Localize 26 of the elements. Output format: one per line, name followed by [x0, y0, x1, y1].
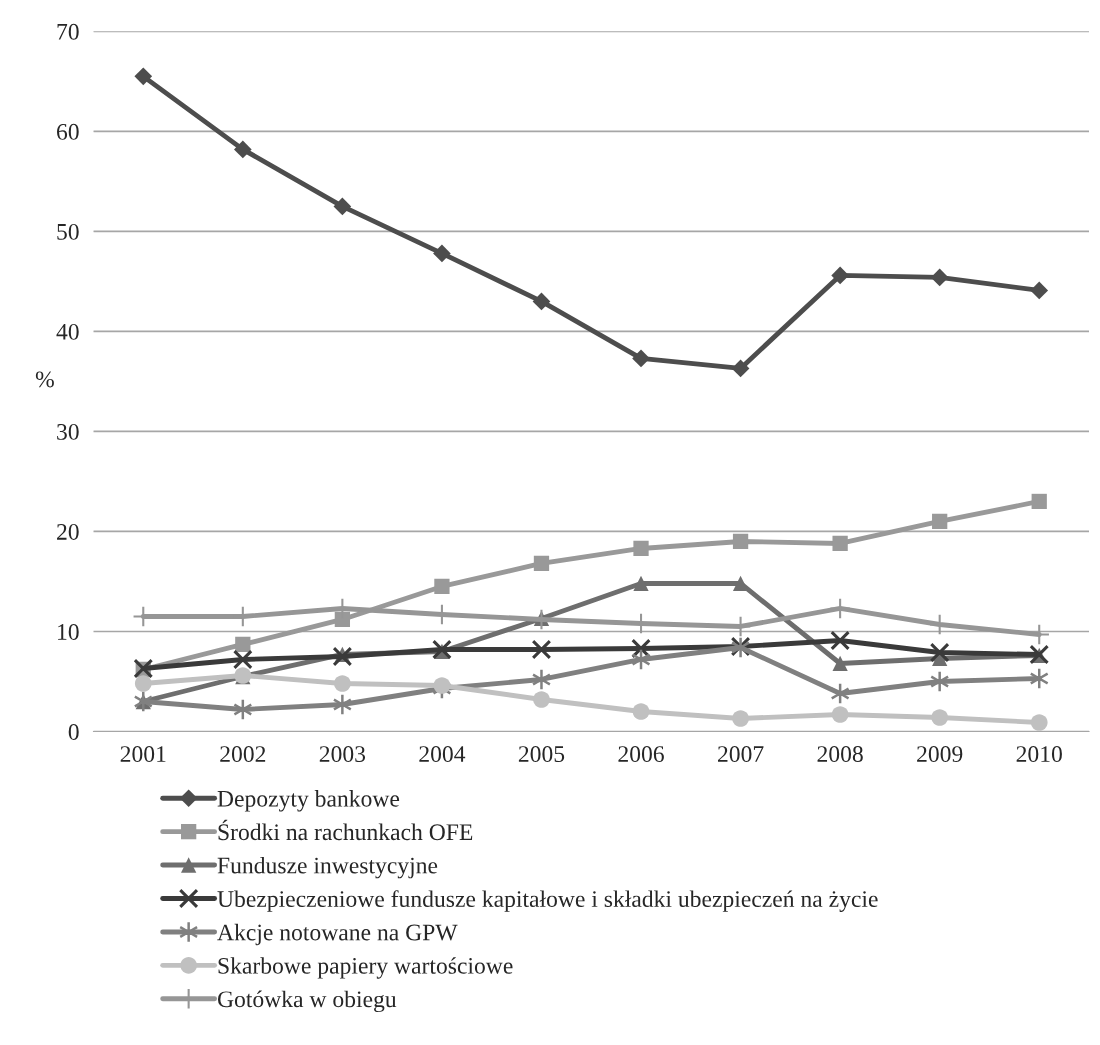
legend-label: Skarbowe papiery wartościowe: [218, 957, 513, 979]
x-tick-label: 2002: [220, 746, 266, 763]
y-tick-label: 30: [57, 423, 79, 440]
y-tick-label: 10: [58, 623, 79, 640]
legend-label: Fundusze inwestycyjne: [217, 856, 438, 879]
y-tick-label: 70: [57, 23, 79, 40]
legend-label: Gotówka w obiegu: [217, 990, 397, 1013]
x-tick-label: 2004: [419, 746, 466, 763]
x-tick-label: 2006: [618, 746, 664, 763]
x-tick-label: 2003: [319, 746, 366, 763]
x-tick-label: 2001: [120, 746, 166, 763]
y-tick-label: 60: [57, 123, 79, 140]
y-tick-label: 50: [57, 223, 79, 240]
legend-label: Ubezpieczeniowe fundusze kapitałowe i składki ubezpieczeń na życie: [217, 890, 878, 912]
y-axis-title: %: [35, 371, 54, 388]
y-tick-label: 0: [68, 723, 79, 740]
x-tick-label: 2007: [718, 746, 764, 763]
y-tick-label: 20: [57, 523, 79, 540]
x-tick-label: 2010: [1016, 746, 1062, 763]
x-tick-label: 2009: [917, 746, 963, 763]
legend-label: Akcje notowane na GPW: [217, 923, 458, 946]
legend-label: Środki na rachunkach OFE: [218, 819, 473, 841]
legend-label: Depozyty bankowe: [217, 790, 400, 812]
x-tick-label: 2005: [518, 746, 565, 763]
y-tick-label: 40: [56, 323, 79, 340]
x-tick-label: 2008: [817, 746, 863, 763]
